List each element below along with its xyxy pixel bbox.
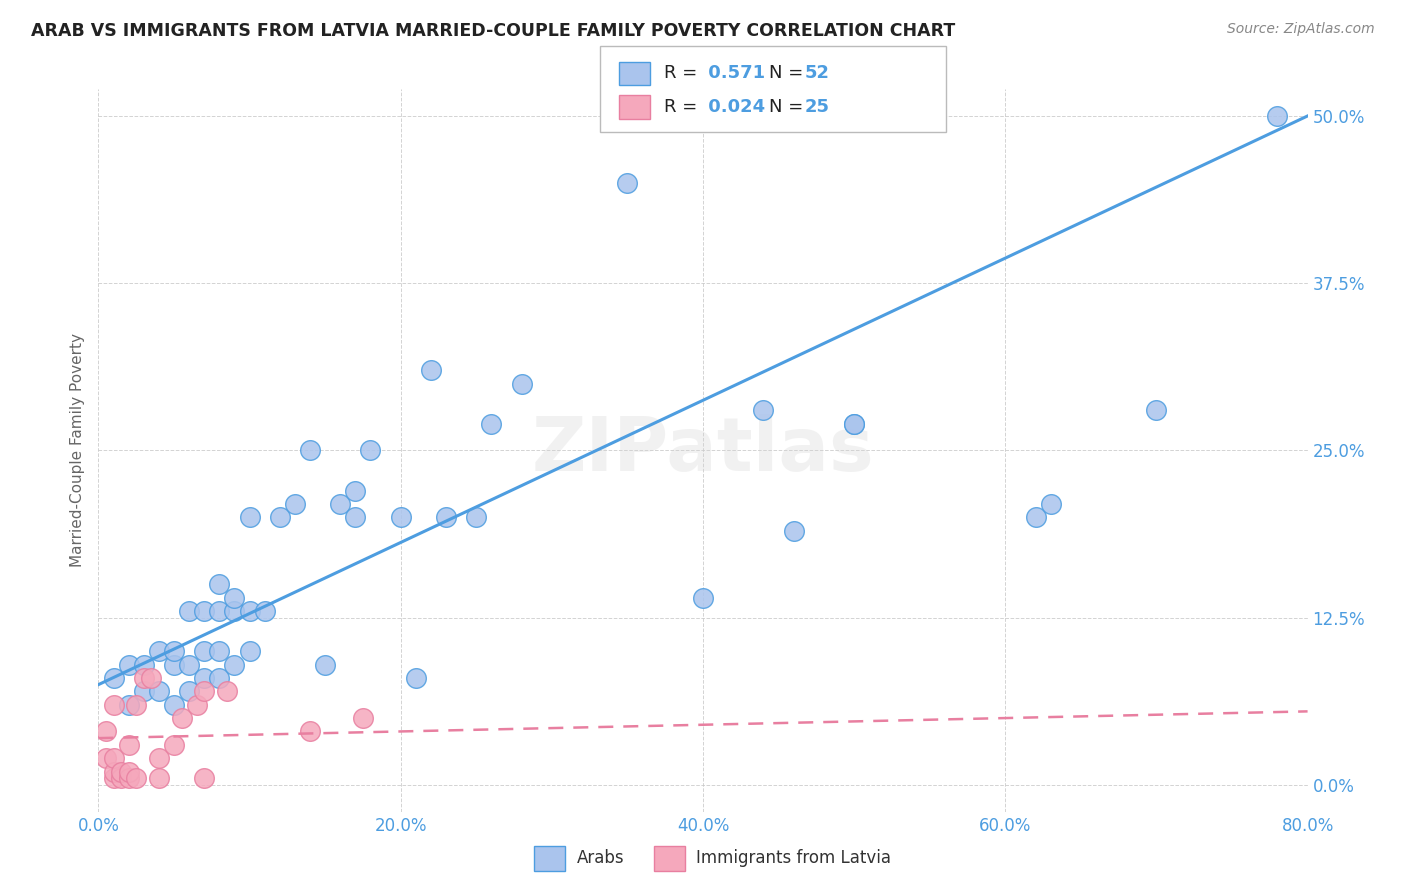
Point [118, 764, 141, 779]
Point [163, 657, 186, 672]
Point [465, 510, 488, 524]
Point [103, 764, 125, 779]
Point [360, 443, 382, 458]
Text: Immigrants from Latvia: Immigrants from Latvia [696, 849, 891, 867]
Text: 0.024: 0.024 [702, 98, 765, 116]
Point [193, 684, 215, 698]
Point [224, 657, 246, 672]
Text: ARAB VS IMMIGRANTS FROM LATVIA MARRIED-COUPLE FAMILY POVERTY CORRELATION CHART: ARAB VS IMMIGRANTS FROM LATVIA MARRIED-C… [31, 22, 955, 40]
Point [118, 771, 141, 786]
Point [118, 698, 141, 712]
Point [103, 771, 125, 786]
Point [239, 604, 262, 618]
Point [110, 764, 132, 779]
Point [193, 671, 215, 685]
Point [269, 510, 291, 524]
Point [1267, 109, 1289, 123]
Text: N =: N = [769, 64, 808, 82]
Point [510, 376, 533, 391]
Y-axis label: Married-Couple Family Poverty: Married-Couple Family Poverty [69, 334, 84, 567]
Point [1024, 510, 1046, 524]
Point [616, 176, 638, 190]
Point [208, 604, 231, 618]
Text: ZIPatlas: ZIPatlas [531, 414, 875, 487]
Point [148, 751, 170, 765]
Point [844, 417, 866, 431]
Point [148, 684, 170, 698]
Text: Source: ZipAtlas.com: Source: ZipAtlas.com [1227, 22, 1375, 37]
Point [1144, 403, 1167, 417]
Point [329, 497, 352, 511]
Point [170, 711, 193, 725]
Point [344, 483, 367, 498]
Text: R =: R = [664, 64, 703, 82]
Point [118, 738, 141, 752]
Point [389, 510, 412, 524]
Point [1039, 497, 1062, 511]
Point [208, 671, 231, 685]
Point [141, 671, 163, 685]
Point [94, 724, 117, 739]
Text: Arabs: Arabs [576, 849, 624, 867]
Point [103, 751, 125, 765]
Point [299, 443, 322, 458]
Point [284, 497, 307, 511]
Point [179, 604, 201, 618]
Text: R =: R = [664, 98, 703, 116]
Point [239, 644, 262, 658]
Point [132, 684, 155, 698]
Point [844, 417, 866, 431]
Point [215, 684, 238, 698]
Point [94, 751, 117, 765]
Point [132, 671, 155, 685]
Point [148, 771, 170, 786]
Point [103, 698, 125, 712]
Point [125, 698, 148, 712]
Point [163, 738, 186, 752]
Point [179, 657, 201, 672]
Point [110, 771, 132, 786]
Point [434, 510, 457, 524]
Text: N =: N = [769, 98, 808, 116]
Point [208, 644, 231, 658]
Text: 52: 52 [804, 64, 830, 82]
Point [125, 771, 148, 786]
Point [481, 417, 503, 431]
Point [193, 771, 215, 786]
Point [163, 698, 186, 712]
Point [208, 577, 231, 591]
Point [179, 684, 201, 698]
Point [103, 671, 125, 685]
Point [405, 671, 427, 685]
Point [253, 604, 276, 618]
Point [148, 644, 170, 658]
Point [752, 403, 775, 417]
Point [193, 644, 215, 658]
Point [314, 657, 336, 672]
Point [224, 604, 246, 618]
Point [783, 524, 806, 538]
Point [224, 591, 246, 605]
Point [132, 657, 155, 672]
Text: 25: 25 [804, 98, 830, 116]
Point [163, 644, 186, 658]
Point [352, 711, 374, 725]
Point [692, 591, 714, 605]
Point [299, 724, 322, 739]
Point [239, 510, 262, 524]
Point [193, 604, 215, 618]
Point [420, 363, 443, 377]
Point [344, 510, 367, 524]
Point [186, 698, 208, 712]
Text: 0.571: 0.571 [702, 64, 765, 82]
Point [118, 657, 141, 672]
